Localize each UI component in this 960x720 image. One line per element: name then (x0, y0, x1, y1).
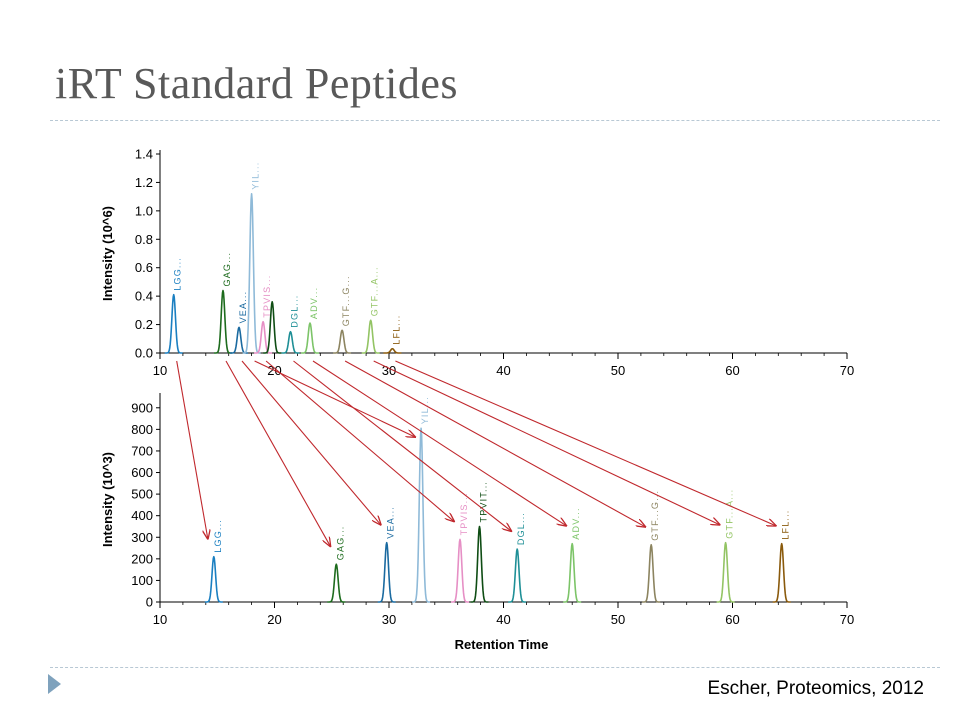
bottom-x-tick-label: 70 (840, 612, 854, 627)
bottom-peak (470, 525, 489, 603)
peak-shift-arrow (312, 360, 566, 526)
top-peak-label: VEA... (238, 291, 248, 324)
bottom-x-tick-label: 10 (153, 612, 167, 627)
bottom-y-tick-label: 400 (131, 508, 153, 523)
top-peak (253, 320, 273, 354)
bottom-y-tick-label: 800 (131, 422, 153, 437)
peak-shift-arrows (176, 360, 776, 546)
bottom-x-tick-label: 20 (267, 612, 281, 627)
bottom-x-tick-label: 40 (496, 612, 510, 627)
top-x-tick-label: 40 (496, 363, 510, 378)
bottom-y-axis-label: Intensity (10^3) (100, 452, 115, 547)
bottom-y-tick-label: 200 (131, 551, 153, 566)
top-peak (213, 289, 233, 354)
top-peak-label: LGG... (173, 257, 183, 291)
top-peak (262, 301, 282, 354)
top-peak-label: ADV... (309, 287, 319, 319)
bottom-x-tick-label: 30 (382, 612, 396, 627)
top-peak-label: GTF...A... (370, 266, 380, 316)
top-y-axis-label: Intensity (10^6) (100, 206, 115, 301)
top-peak-label: GAG... (222, 252, 232, 287)
bottom-peak-label: LGG... (213, 519, 223, 553)
top-x-tick-label: 60 (725, 363, 739, 378)
top-x-tick-label: 10 (153, 363, 167, 378)
bottom-peak (562, 542, 582, 603)
top-peak (281, 330, 300, 354)
bottom-peak-label: VEA... (386, 506, 396, 539)
top-y-tick-label: 0.6 (135, 260, 153, 275)
bottom-peak (327, 563, 346, 603)
top-peak (229, 326, 249, 354)
top-x-tick-label: 70 (840, 363, 854, 378)
chromatogram-figure: 0.0 0.2 0.4 0.6 0.8 1.0 1.2 1.4 10 20 30 40 50 60 70 In… (100, 147, 854, 653)
top-x-tick-label: 50 (611, 363, 625, 378)
top-peak-label: DGL... (290, 294, 300, 327)
bottom-y-tick-label: 900 (131, 400, 153, 415)
top-peak-label: LFL... (391, 314, 401, 344)
bottom-peak-label: TPVIS... (459, 492, 469, 535)
bottom-x-tick-label: 60 (725, 612, 739, 627)
top-peak (242, 193, 261, 354)
bottom-peak-label: TPVIT... (479, 481, 489, 523)
bottom-peak (772, 542, 791, 603)
bottom-peak-label: DGL... (516, 512, 526, 545)
top-peak-label: GTF...G... (341, 275, 351, 326)
top-y-tick-label: 1.4 (135, 147, 153, 162)
top-y-tick-label: 1.0 (135, 203, 153, 218)
title-divider (50, 120, 940, 121)
top-y-tick-label: 0.0 (135, 346, 153, 361)
bottom-x-tick-label: 50 (611, 612, 625, 627)
top-peak-label: YIL... (251, 162, 261, 190)
peak-shift-arrow (265, 360, 454, 521)
peak-shift-arrow (241, 360, 381, 525)
bottom-peak (377, 541, 396, 603)
top-y-tick-label: 1.2 (135, 175, 153, 190)
footer-divider (50, 667, 940, 668)
top-y-tick-label: 0.2 (135, 317, 153, 332)
top-peak (383, 347, 402, 354)
bottom-peak-label: GAG... (335, 525, 345, 560)
bottom-peak (450, 538, 470, 603)
bottom-y-tick-label: 600 (131, 465, 153, 480)
bottom-peak-label: GTF...A... (725, 489, 735, 539)
bottom-y-tick-label: 500 (131, 487, 153, 502)
top-y-tick-label: 0.8 (135, 232, 153, 247)
bottom-peak-label: LFL... (781, 509, 791, 539)
peak-shift-arrow (373, 360, 720, 525)
top-y-tick-label: 0.4 (135, 289, 153, 304)
top-peak (164, 293, 183, 354)
bottom-y-tick-label: 700 (131, 443, 153, 458)
bottom-peak (716, 541, 735, 603)
bottom-peak-label: ADV... (571, 507, 581, 539)
bottom-x-axis-label: Retention Time (455, 637, 549, 652)
peak-shift-arrow (225, 360, 330, 546)
bottom-peak-label: GTF...G... (650, 490, 660, 541)
bottom-chromatogram-chart: 0 100 200 300 400 500 600 700 800 900 10 20 30 40 50 60… (100, 393, 854, 652)
peak-shift-arrow (293, 360, 512, 531)
bottom-peak (411, 427, 431, 603)
top-peak (361, 319, 380, 354)
slide-title: iRT Standard Peptides (55, 59, 459, 108)
bottom-y-tick-label: 300 (131, 530, 153, 545)
bottom-peak (641, 544, 661, 603)
peak-shift-arrow (344, 360, 645, 527)
peak-shift-arrow (395, 360, 775, 526)
bottom-peak-label: YIL... (420, 396, 430, 424)
top-peak (332, 329, 352, 354)
bottom-peak (204, 555, 224, 603)
bullet-triangle-icon (48, 674, 61, 694)
citation: Escher, Proteomics, 2012 (707, 678, 925, 699)
top-peak (300, 322, 320, 354)
bottom-peak (507, 548, 527, 603)
bottom-y-tick-label: 0 (146, 595, 153, 610)
bottom-y-tick-label: 100 (131, 573, 153, 588)
top-peak-label: TPVIS... (262, 275, 272, 318)
peak-shift-arrow (176, 360, 208, 539)
top-chromatogram-chart: 0.00.20.40.60.81.01.21.410203040506070In… (100, 147, 854, 379)
